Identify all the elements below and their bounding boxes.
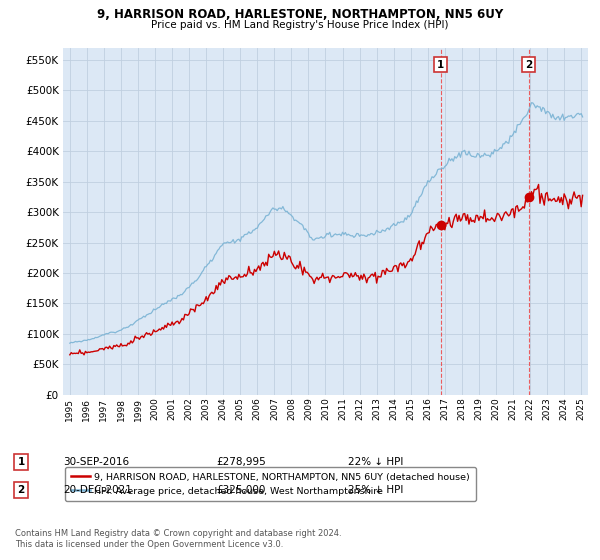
Text: 25% ↓ HPI: 25% ↓ HPI bbox=[348, 485, 403, 495]
Text: 2: 2 bbox=[17, 485, 25, 495]
Text: Contains HM Land Registry data © Crown copyright and database right 2024.
This d: Contains HM Land Registry data © Crown c… bbox=[15, 529, 341, 549]
Text: £278,995: £278,995 bbox=[216, 457, 266, 467]
Legend: 9, HARRISON ROAD, HARLESTONE, NORTHAMPTON, NN5 6UY (detached house), HPI: Averag: 9, HARRISON ROAD, HARLESTONE, NORTHAMPTO… bbox=[65, 467, 476, 501]
Text: 30-SEP-2016: 30-SEP-2016 bbox=[63, 457, 129, 467]
Text: 22% ↓ HPI: 22% ↓ HPI bbox=[348, 457, 403, 467]
Text: 1: 1 bbox=[437, 60, 444, 70]
Text: 2: 2 bbox=[525, 60, 532, 70]
Text: 20-DEC-2021: 20-DEC-2021 bbox=[63, 485, 132, 495]
Text: 1: 1 bbox=[17, 457, 25, 467]
Text: Price paid vs. HM Land Registry's House Price Index (HPI): Price paid vs. HM Land Registry's House … bbox=[151, 20, 449, 30]
Text: £325,000: £325,000 bbox=[216, 485, 265, 495]
Text: 9, HARRISON ROAD, HARLESTONE, NORTHAMPTON, NN5 6UY: 9, HARRISON ROAD, HARLESTONE, NORTHAMPTO… bbox=[97, 8, 503, 21]
